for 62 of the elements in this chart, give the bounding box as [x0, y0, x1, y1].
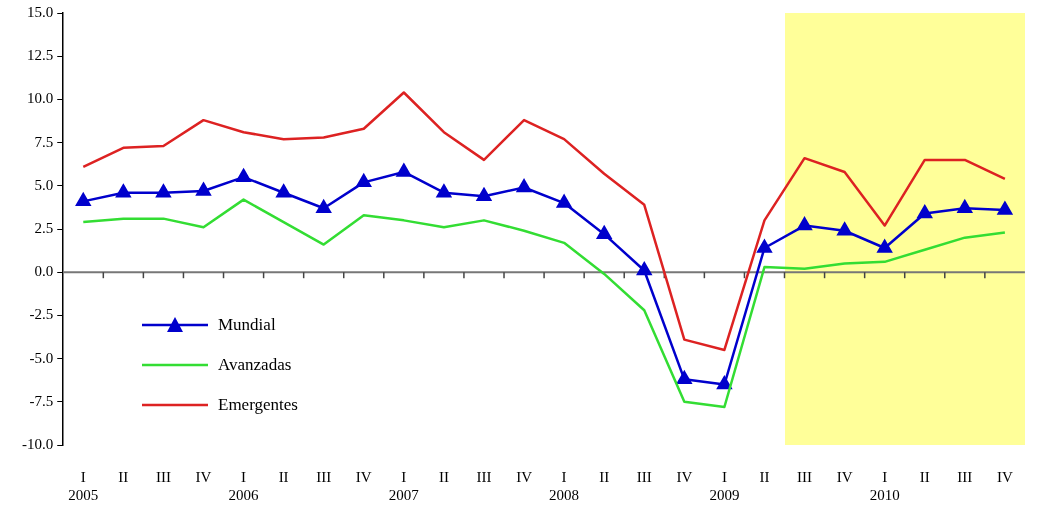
x-tick-label: II — [759, 468, 770, 485]
y-tick-label: -10.0 — [22, 435, 54, 452]
x-tick-label: II — [919, 468, 930, 485]
point — [797, 217, 812, 231]
point — [957, 200, 973, 214]
point — [877, 239, 892, 253]
legend-label: Emergentes — [218, 395, 298, 415]
x-tick-label: I 2010 — [869, 468, 900, 503]
x-tick-label: IV — [195, 468, 212, 485]
x-tick-label: IV — [836, 468, 853, 485]
point — [236, 168, 251, 182]
point — [837, 222, 852, 236]
point — [116, 184, 131, 198]
x-tick-label: II — [599, 468, 610, 485]
y-tick-label: 10.0 — [27, 90, 54, 107]
point — [757, 239, 772, 253]
x-tick-label: IV — [516, 468, 533, 485]
point — [476, 187, 492, 201]
point — [677, 371, 692, 385]
x-tick-label: IV — [355, 468, 372, 485]
x-tick-label: III — [636, 468, 652, 485]
y-tick-label: -5.0 — [29, 349, 54, 366]
y-tick-label: 5.0 — [34, 176, 54, 193]
x-tick-label: I 2007 — [388, 468, 420, 503]
x-tick-label: III — [155, 468, 171, 485]
x-tick-label: III — [476, 468, 492, 485]
point — [556, 194, 572, 208]
x-tick-label: II — [118, 468, 129, 485]
point — [196, 182, 211, 196]
point — [276, 184, 291, 198]
x-tick-label: III — [797, 468, 813, 485]
y-tick-label: -7.5 — [29, 392, 54, 409]
y-tick-label: 12.5 — [27, 47, 54, 64]
point — [316, 200, 332, 214]
point — [636, 262, 652, 276]
x-tick-label: III — [957, 468, 973, 485]
x-tick-label: II — [278, 468, 289, 485]
x-tick-label: I 2005 — [68, 468, 99, 503]
x-tick-label: I 2008 — [549, 468, 580, 503]
x-tick-label: IV — [996, 468, 1013, 485]
point — [997, 201, 1013, 215]
point — [917, 205, 933, 219]
point — [396, 163, 412, 177]
legend-label: Avanzadas — [218, 355, 292, 375]
x-tick-label: III — [316, 468, 332, 485]
point — [717, 376, 732, 390]
y-tick-label: 7.5 — [34, 133, 54, 150]
point — [596, 225, 612, 239]
point — [436, 184, 452, 198]
y-tick-label: 0.0 — [34, 263, 54, 280]
x-tick-label: I 2009 — [709, 468, 740, 503]
y-tick-label: 15.0 — [27, 3, 54, 20]
x-tick-label: I 2006 — [228, 468, 260, 503]
y-tick-label: -2.5 — [29, 306, 54, 323]
y-tick-label: 2.5 — [34, 219, 54, 236]
point — [356, 174, 372, 188]
point — [516, 179, 532, 193]
point — [156, 184, 171, 198]
point — [75, 193, 91, 207]
x-tick-label: IV — [676, 468, 693, 485]
legend-label: Mundial — [218, 315, 276, 335]
x-tick-label: II — [438, 468, 449, 485]
